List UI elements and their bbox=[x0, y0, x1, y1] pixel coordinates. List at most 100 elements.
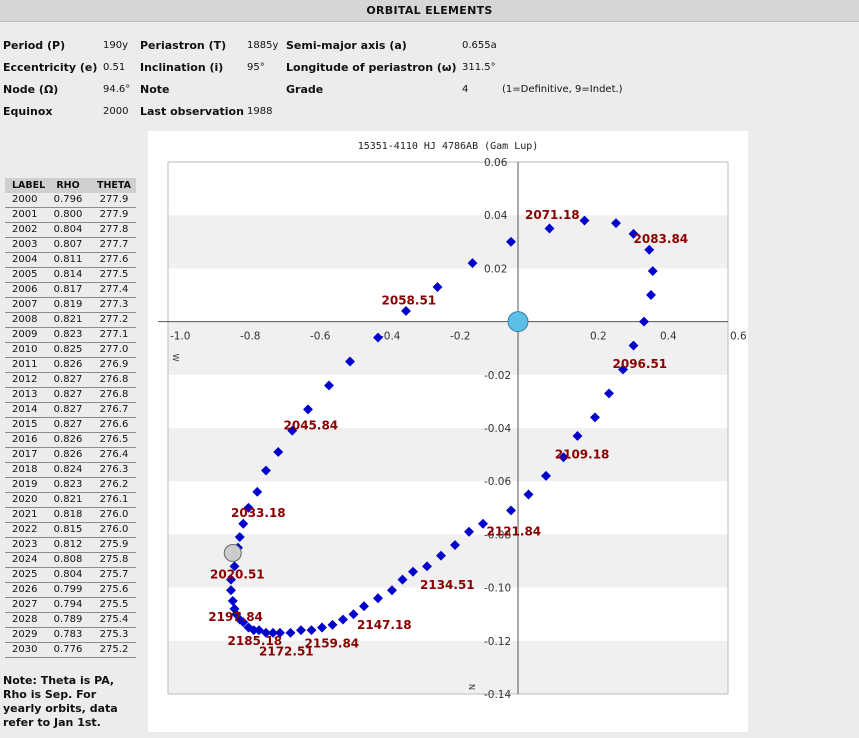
table-row: 2028 0.789 275.4 bbox=[5, 613, 136, 628]
orbit-point bbox=[611, 218, 621, 229]
orbit-point bbox=[628, 228, 639, 239]
theta-cell: 277.8 bbox=[99, 224, 129, 235]
chart-title: 15351-4110 HJ 4786AB (Gam Lup) bbox=[358, 141, 539, 152]
x-tick-label: -0.4 bbox=[380, 331, 401, 343]
label-cell: 2020 bbox=[12, 494, 38, 505]
orbit-point bbox=[373, 593, 383, 604]
epoch-label: 2045.84 bbox=[284, 418, 339, 432]
orbit-point bbox=[234, 532, 245, 543]
rho-cell: 0.824 bbox=[53, 464, 83, 475]
label-cell: 2000 bbox=[12, 194, 38, 205]
orbit-point bbox=[544, 223, 555, 234]
label-cell: 2003 bbox=[12, 239, 38, 250]
orbit-point bbox=[644, 244, 655, 255]
orbit-point bbox=[327, 619, 338, 630]
table-row: 2027 0.794 275.5 bbox=[5, 598, 136, 613]
orbit-point bbox=[464, 526, 474, 537]
rho-cell: 0.776 bbox=[53, 644, 83, 655]
label-cell: 2007 bbox=[12, 299, 38, 310]
table-row: 2029 0.783 275.3 bbox=[5, 628, 136, 643]
label-cell: 2013 bbox=[12, 389, 38, 400]
label-cell: 2017 bbox=[12, 449, 38, 460]
theta-cell: 276.4 bbox=[99, 449, 129, 460]
label-cell: 2002 bbox=[12, 224, 38, 235]
label-cell: 2004 bbox=[12, 254, 38, 265]
rho-cell: 0.821 bbox=[53, 314, 83, 325]
table-row: 2002 0.804 277.8 bbox=[5, 223, 136, 238]
epoch-label: 2020.51 bbox=[210, 567, 265, 581]
orbit-point bbox=[558, 452, 569, 463]
orbit-point bbox=[506, 505, 516, 516]
rho-cell: 0.823 bbox=[53, 329, 83, 340]
theta-cell: 277.6 bbox=[99, 254, 129, 265]
grid-band bbox=[168, 215, 728, 269]
theta-cell: 275.4 bbox=[99, 614, 129, 625]
orbit-point bbox=[422, 561, 432, 572]
y-tick-label: -0.10 bbox=[484, 583, 511, 595]
grid-band bbox=[168, 640, 728, 694]
last-observation-value: 1988 bbox=[247, 106, 273, 117]
table-row: 2006 0.817 277.4 bbox=[5, 283, 136, 298]
grade-legend: (1=Definitive, 9=Indet.) bbox=[502, 84, 623, 95]
orbit-point bbox=[436, 550, 446, 561]
rho-cell: 0.827 bbox=[53, 404, 83, 415]
footnote: Note: Theta is PA, Rho is Sep. For yearl… bbox=[3, 674, 118, 729]
orbit-point bbox=[397, 574, 408, 585]
semimajor-label: Semi-major axis (a) bbox=[286, 39, 407, 52]
table-row: 2004 0.811 277.6 bbox=[5, 253, 136, 268]
orbit-point bbox=[604, 388, 614, 399]
label-cell: 2006 bbox=[12, 284, 38, 295]
plot-frame bbox=[167, 161, 729, 695]
theta-cell: 275.6 bbox=[99, 584, 129, 595]
table-row: 2016 0.826 276.5 bbox=[5, 433, 136, 448]
theta-cell: 276.1 bbox=[99, 494, 129, 505]
column-header-label: LABEL bbox=[12, 180, 46, 191]
orbit-point bbox=[450, 540, 460, 550]
rho-cell: 0.826 bbox=[53, 434, 83, 445]
ephemeris-table: LABEL RHO THETA 2000 0.796 277.9 2001 0.800 2… bbox=[5, 178, 136, 658]
epoch-label: 2134.51 bbox=[420, 578, 475, 592]
orbit-point bbox=[285, 627, 296, 638]
epoch-label: 2147.18 bbox=[357, 618, 412, 632]
label-cell: 2001 bbox=[12, 209, 38, 220]
rho-cell: 0.823 bbox=[53, 479, 83, 490]
section-header: ORBITAL ELEMENTS bbox=[0, 0, 859, 22]
epoch-label: 2033.18 bbox=[231, 506, 286, 520]
table-row: 2024 0.808 275.8 bbox=[5, 553, 136, 568]
x-tick-label: -0.2 bbox=[450, 331, 471, 343]
theta-cell: 275.2 bbox=[99, 644, 129, 655]
node-label: Node (Ω) bbox=[3, 83, 59, 96]
orbit-point bbox=[628, 340, 639, 351]
orbit-point bbox=[401, 306, 411, 316]
period-label: Period (P) bbox=[3, 39, 66, 52]
label-cell: 2025 bbox=[12, 569, 38, 580]
label-cell: 2022 bbox=[12, 524, 38, 535]
orbit-point bbox=[227, 595, 238, 606]
orbit-point bbox=[317, 622, 327, 633]
theta-cell: 276.2 bbox=[99, 479, 129, 490]
orbit-point bbox=[238, 617, 249, 628]
orbit-point bbox=[303, 404, 313, 415]
orbit-point bbox=[306, 625, 317, 636]
theta-cell: 277.4 bbox=[99, 284, 129, 295]
rho-cell: 0.800 bbox=[53, 209, 83, 220]
theta-cell: 277.7 bbox=[99, 239, 129, 250]
inclination-label: Inclination (i) bbox=[140, 61, 224, 74]
equinox-value: 2000 bbox=[103, 106, 129, 117]
rho-cell: 0.827 bbox=[53, 374, 83, 385]
rho-cell: 0.815 bbox=[53, 524, 83, 535]
x-tick-label: -0.6 bbox=[310, 331, 331, 343]
theta-cell: 277.2 bbox=[99, 314, 129, 325]
orbit-point bbox=[229, 561, 240, 572]
epoch-label: 2096.51 bbox=[613, 357, 668, 371]
rho-cell: 0.804 bbox=[53, 224, 83, 235]
grade-value: 4 bbox=[462, 84, 469, 95]
epoch-label: 2172.51 bbox=[259, 644, 314, 658]
orbit-point bbox=[646, 290, 656, 300]
theta-cell: 276.3 bbox=[99, 464, 129, 475]
table-row: 2026 0.799 275.6 bbox=[5, 583, 136, 598]
rho-cell: 0.807 bbox=[53, 239, 83, 250]
theta-cell: 276.8 bbox=[99, 389, 129, 400]
orbit-plot-svg: 15351-4110 HJ 4786AB (Gam Lup) -1.0 -0.8 -0… bbox=[158, 141, 747, 701]
theta-cell: 275.9 bbox=[99, 539, 129, 550]
